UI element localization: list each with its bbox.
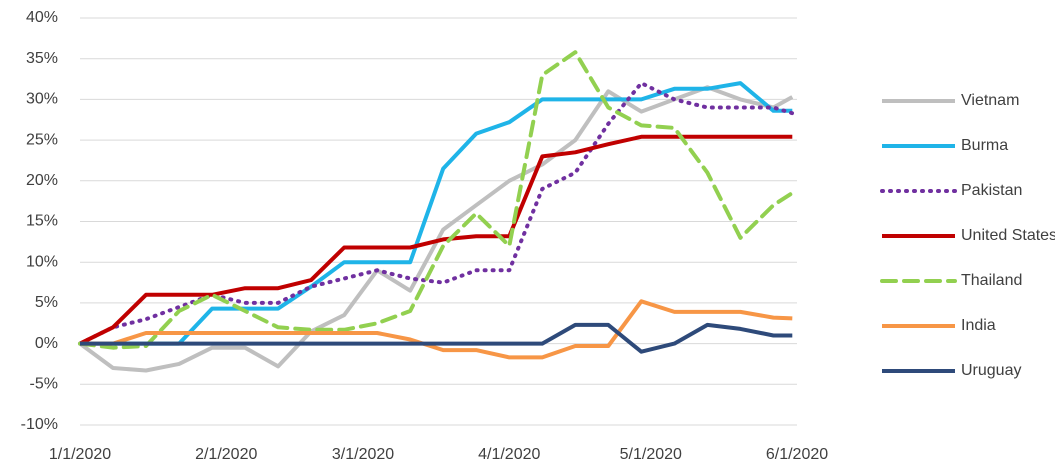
y-tick-label: 15% <box>26 213 58 230</box>
x-tick-label: 2/1/2020 <box>195 446 257 463</box>
x-tick-label: 6/1/2020 <box>766 446 828 463</box>
y-tick-label: 40% <box>26 9 58 26</box>
legend-label: Thailand <box>961 272 1022 289</box>
x-tick-label: 4/1/2020 <box>478 446 540 463</box>
y-tick-label: -10% <box>21 416 58 433</box>
x-tick-label: 5/1/2020 <box>620 446 682 463</box>
legend-label: United States <box>961 227 1055 244</box>
series-line <box>78 81 795 346</box>
series-line <box>78 50 795 350</box>
y-tick-label: 35% <box>26 50 58 67</box>
series-line <box>78 85 794 373</box>
series-line <box>80 299 793 360</box>
series-line <box>80 81 793 346</box>
y-tick-label: 25% <box>26 131 58 148</box>
y-tick-label: 20% <box>26 172 58 189</box>
y-tick-label: 0% <box>35 335 58 352</box>
y-tick-label: 5% <box>35 294 58 311</box>
y-tick-label: 30% <box>26 91 58 108</box>
legend-label: Vietnam <box>961 92 1019 109</box>
legend-label: India <box>961 317 996 334</box>
y-tick-label: -5% <box>30 376 58 393</box>
y-tick-label: 10% <box>26 253 58 270</box>
x-tick-label: 1/1/2020 <box>49 446 111 463</box>
series-line <box>80 322 793 354</box>
series-line <box>79 134 793 346</box>
legend-label: Pakistan <box>961 182 1022 199</box>
legend-label: Uruguay <box>961 362 1021 379</box>
legend-label: Burma <box>961 137 1008 154</box>
x-tick-label: 3/1/2020 <box>332 446 394 463</box>
